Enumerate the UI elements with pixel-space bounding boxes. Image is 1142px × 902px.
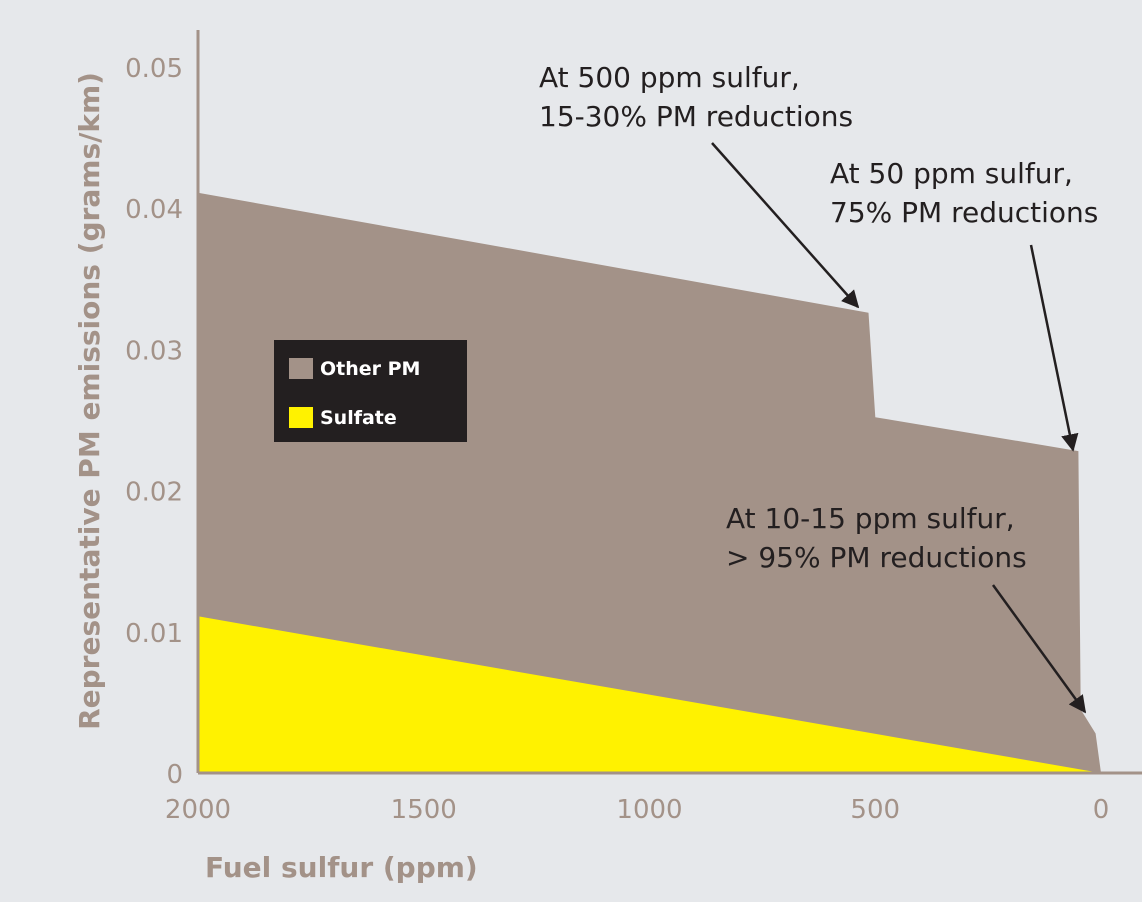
legend-label-other-pm: Other PM (320, 358, 420, 380)
annotation-50ppm-line1: At 50 ppm sulfur, (830, 157, 1073, 190)
annotation-10-15ppm: At 10-15 ppm sulfur, > 95% PM reductions (726, 502, 1087, 714)
legend-swatch-other-pm (289, 358, 313, 379)
annotation-50ppm-line2: 75% PM reductions (830, 196, 1098, 229)
x-tick-label: 500 (850, 795, 900, 825)
annotation-500ppm-line2: 15-30% PM reductions (539, 100, 853, 133)
x-tick-label: 1000 (616, 795, 682, 825)
y-tick-labels: 0 0.01 0.02 0.03 0.04 0.05 (125, 54, 183, 790)
annotation-10-15ppm-line2: > 95% PM reductions (726, 541, 1027, 574)
y-tick-label: 0 (166, 760, 183, 790)
x-tick-label: 2000 (165, 795, 231, 825)
area-other-pm (198, 192, 1101, 773)
y-tick-label: 0.02 (125, 478, 183, 508)
legend-swatch-sulfate (289, 407, 313, 428)
plot-areas (198, 192, 1101, 773)
annotation-10-15ppm-line1: At 10-15 ppm sulfur, (726, 502, 1015, 535)
annotation-50ppm-arrow (1029, 244, 1079, 452)
legend-label-sulfate: Sulfate (320, 407, 397, 429)
y-tick-label: 0.05 (125, 54, 183, 84)
area-sulfate (198, 616, 1101, 773)
y-tick-label: 0.03 (125, 336, 183, 366)
annotation-500ppm-line1: At 500 ppm sulfur, (539, 61, 800, 94)
legend: Other PM Sulfate (274, 340, 467, 442)
annotation-500ppm: At 500 ppm sulfur, 15-30% PM reductions (539, 61, 860, 309)
x-axis-label: Fuel sulfur (ppm) (205, 851, 478, 884)
x-tick-label: 1500 (391, 795, 457, 825)
annotation-500ppm-arrow (711, 142, 860, 309)
x-tick-labels: 2000 1500 1000 500 0 (165, 795, 1109, 825)
y-tick-label: 0.01 (125, 619, 183, 649)
x-tick-label: 0 (1093, 795, 1110, 825)
annotation-10-15ppm-arrow (991, 584, 1087, 714)
y-tick-label: 0.04 (125, 195, 183, 225)
y-axis-label: Representative PM emissions (grams/km) (73, 72, 106, 730)
annotation-50ppm: At 50 ppm sulfur, 75% PM reductions (830, 157, 1098, 452)
